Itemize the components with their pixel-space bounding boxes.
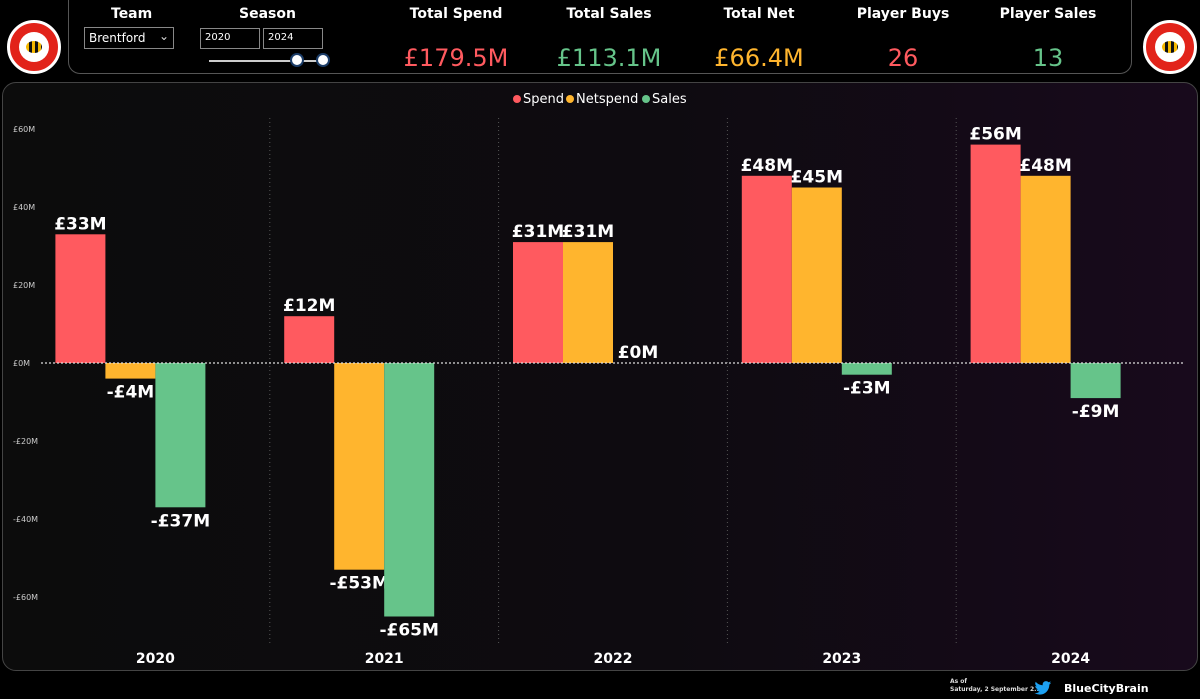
x-tick-label-2022: 2022 [594,651,633,667]
legend-marker-sales [642,95,650,103]
data-label-spend-2024: £56M [969,125,1021,145]
bar-sales-2023 [841,363,892,375]
legend-label-spend: Spend [523,92,564,107]
total-net-label: Total Net [723,6,795,22]
total-sales-value: £113.1M [556,44,662,72]
x-tick-label-2023: 2023 [822,651,861,667]
data-label-netspend-2023: £45M [791,168,843,188]
bar-netspend-2021 [334,363,385,570]
bar-spend-2024 [970,144,1021,363]
total-net-value: £66.4M [714,44,804,72]
team-dropdown-value: Brentford [89,31,146,45]
data-label-sales-2021: -£65M [379,621,438,641]
data-label-spend-2022: £31M [512,222,564,242]
bar-spend-2023 [741,175,792,363]
filter-kpi-header: Team Brentford ⌄ Season 2020 2024 Total … [68,0,1132,74]
twitter-handle: BlueCityBrain [1064,682,1149,695]
y-tick-label: £60M [13,125,35,134]
player-buys-value: 26 [887,44,919,72]
season-slider-end-handle[interactable] [316,53,330,67]
total-sales-label: Total Sales [566,6,652,22]
bar-sales-2021 [384,363,435,617]
data-label-sales-2020: -£37M [151,511,210,531]
season-label: Season [239,6,296,22]
data-label-sales-2023: -£3M [843,379,891,399]
legend-marker-spend [513,95,521,103]
bar-spend-2022 [513,242,563,363]
team-logo-right [1143,20,1197,74]
y-tick-label: -£60M [13,593,38,602]
season-slider-start-handle[interactable] [290,53,304,67]
bee-icon [26,41,42,53]
team-label: Team [111,6,153,22]
bar-spend-2020 [55,234,106,363]
data-label-netspend-2020: -£4M [107,383,155,403]
y-tick-label: -£40M [13,515,38,524]
bar-netspend-2024 [1020,175,1071,363]
legend-label-netspend: Netspend [576,92,638,107]
transfer-chart-panel: Spend Netspend Sales £60M £40M £20M £0M -£20M -£… [2,82,1198,671]
x-tick-label-2020: 2020 [136,651,175,667]
y-tick-label: £20M [13,281,35,290]
as-of-value: Saturday, 2 September 2... [950,686,1042,693]
season-slider-track[interactable] [209,60,324,62]
data-label-sales-2024: -£9M [1072,402,1120,422]
x-tick-label-2024: 2024 [1051,651,1090,667]
bar-netspend-2023 [791,187,842,363]
y-tick-label: £40M [13,203,35,212]
y-tick-label: -£20M [13,437,38,446]
as-of-date: As of Saturday, 2 September 2... [950,678,1041,694]
season-end-input[interactable]: 2024 [263,28,323,49]
data-label-netspend-2024: £48M [1019,156,1071,176]
legend-marker-netspend [566,95,574,103]
bar-sales-2024 [1070,363,1121,399]
legend-label-sales: Sales [652,92,687,107]
transfer-bar-chart: Spend Netspend Sales £60M £40M £20M £0M -£20M -£… [13,92,1185,667]
data-label-spend-2023: £48M [741,156,793,176]
y-tick-label: £0M [13,359,30,368]
chevron-down-icon: ⌄ [158,29,169,43]
total-spend-value: £179.5M [403,44,509,72]
data-label-spend-2020: £33M [54,214,106,234]
bar-netspend-2020 [105,363,156,379]
bar-spend-2021 [284,316,335,363]
player-buys-label: Player Buys [856,6,950,22]
twitter-icon[interactable] [1034,681,1052,695]
player-sales-label: Player Sales [999,6,1097,22]
as-of-label: As of [950,678,968,685]
total-spend-label: Total Spend [409,6,503,22]
bee-icon [1162,41,1178,53]
data-label-netspend-2022: £31M [562,222,614,242]
season-start-input[interactable]: 2020 [200,28,260,49]
bar-netspend-2022 [563,242,613,363]
data-label-spend-2021: £12M [283,296,335,316]
player-sales-value: 13 [1032,44,1064,72]
data-label-netspend-2021: -£53M [329,574,388,594]
team-logo-left [7,20,61,74]
team-dropdown[interactable]: Brentford ⌄ [84,27,174,49]
x-tick-label-2021: 2021 [365,651,404,667]
data-label-sales-2022: £0M [618,343,659,363]
bar-sales-2020 [155,363,206,508]
